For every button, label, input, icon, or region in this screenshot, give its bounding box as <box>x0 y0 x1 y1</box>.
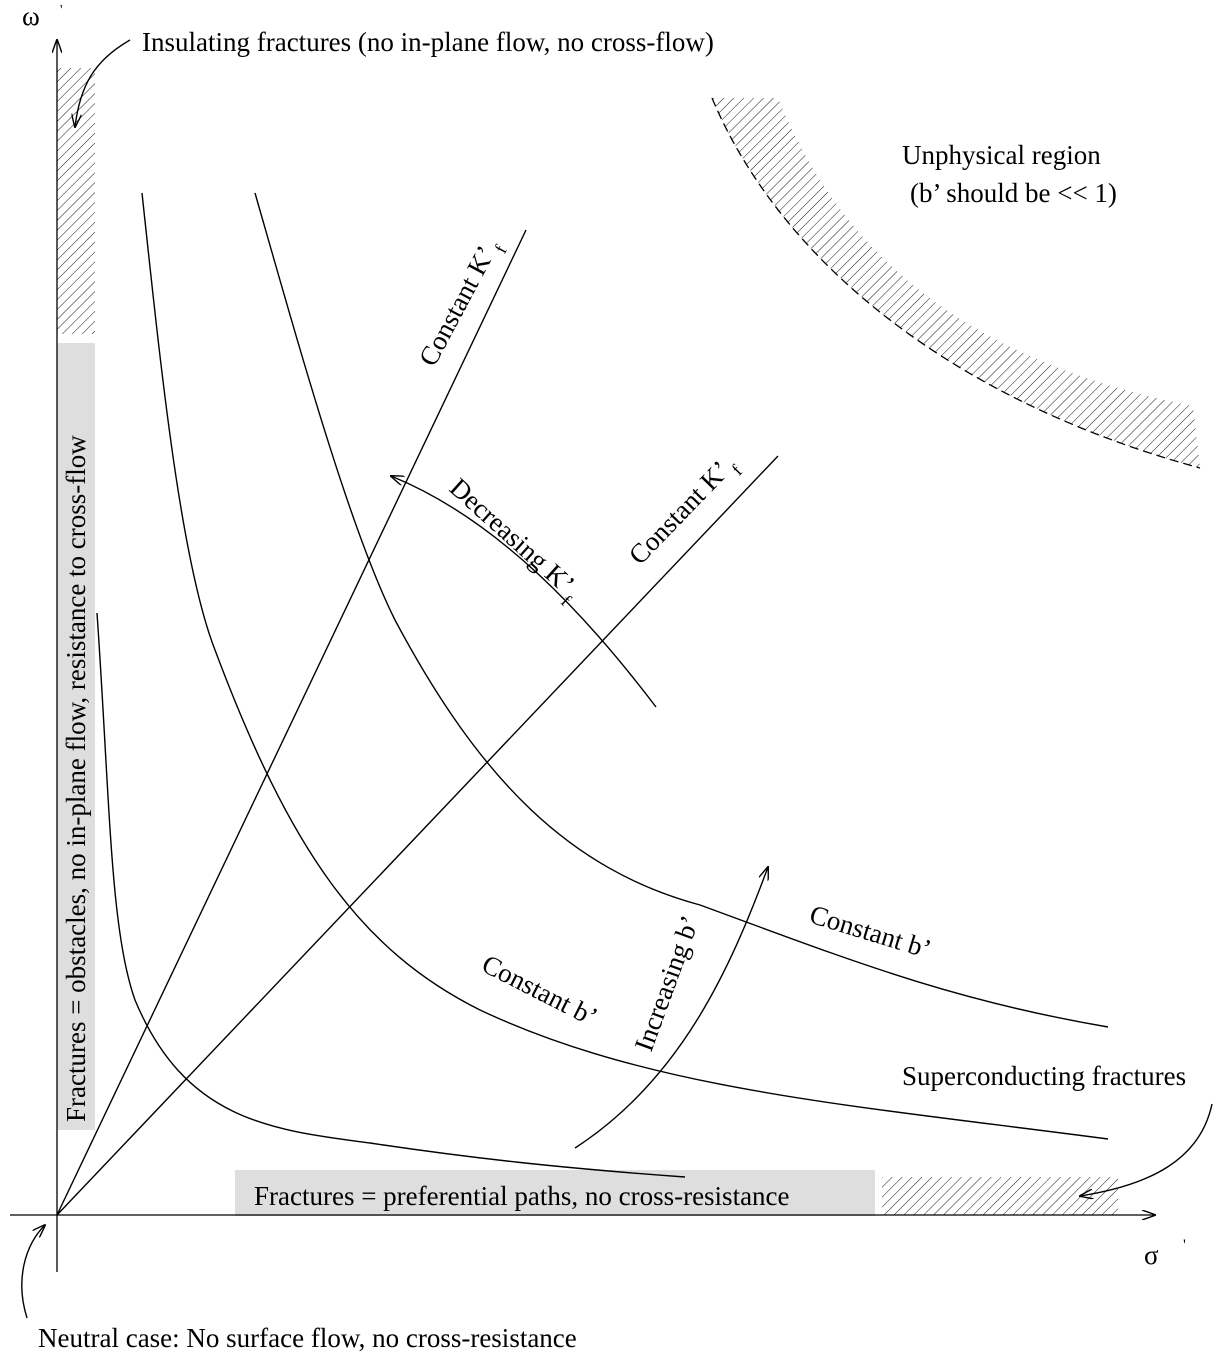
unphysical-region-hatch <box>712 98 1200 468</box>
obstacles-label: Fractures = obstacles, no in-plane flow,… <box>61 435 91 1122</box>
constant-kf-label-1: Constant K’f <box>413 234 511 374</box>
decreasing-kf-arrow <box>391 476 657 708</box>
y-axis-label: ω <box>22 1 40 31</box>
superconducting-pointer-arrow <box>1080 1103 1213 1196</box>
insulating-pointer-arrow <box>75 39 131 127</box>
x-axis-label: σ <box>1144 1240 1159 1270</box>
x-axis-prime: ' <box>1183 1237 1186 1254</box>
constant-b-label-upper: Constant b’ <box>806 899 935 964</box>
constant-kf-label-2: Constant K’f <box>623 449 746 575</box>
unphysical-condition-label: (b’ should be << 1) <box>910 178 1117 208</box>
unphysical-boundary-dashed <box>711 97 1201 469</box>
decreasing-kf-label: Decreasing K’f <box>439 472 586 610</box>
neutral-pointer-arrow <box>21 1225 45 1319</box>
superconducting-fractures-label: Superconducting fractures <box>902 1061 1186 1091</box>
insulating-fractures-label: Insulating fractures (no in-plane flow, … <box>142 27 714 57</box>
constant-kf-line-1 <box>56 229 527 1216</box>
increasing-b-label: Increasing b’ <box>628 912 705 1055</box>
unphysical-region-label: Unphysical region <box>902 140 1101 170</box>
constant-b-curve-outer <box>254 192 1109 1028</box>
constant-b-label-lower: Constant b’ <box>477 949 602 1033</box>
increasing-b-arrow <box>574 867 768 1149</box>
neutral-case-label: Neutral case: No surface flow, no cross-… <box>38 1323 577 1352</box>
constant-b-curve-inner <box>96 612 686 1178</box>
insulating-hatch-band <box>57 68 95 334</box>
constant-kf-line-2 <box>56 455 779 1216</box>
constant-b-curve-middle <box>141 192 1109 1140</box>
obstacles-label-box <box>57 343 95 1130</box>
preferential-paths-label: Fractures = preferential paths, no cross… <box>254 1181 790 1211</box>
preferential-label-box <box>235 1170 875 1216</box>
y-axis-prime: ' <box>60 3 63 18</box>
